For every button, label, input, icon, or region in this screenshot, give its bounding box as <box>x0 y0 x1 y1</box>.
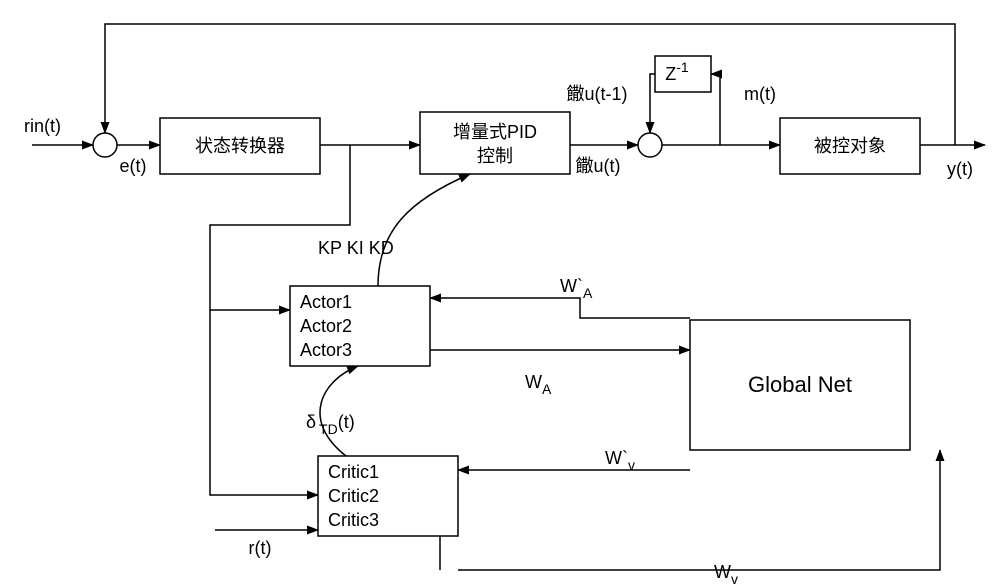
actor-label-2: Actor2 <box>300 316 352 336</box>
sum2-node <box>638 133 662 157</box>
label-m: m(t) <box>744 84 776 104</box>
state-converter-label: 状态转换器 <box>195 136 285 156</box>
label-delta: δTD(t) <box>306 412 355 437</box>
label-wa: WA <box>525 372 552 397</box>
pid-label-2: 控制 <box>477 146 513 166</box>
sum1-node <box>93 133 117 157</box>
actor-label-1: Actor1 <box>300 292 352 312</box>
edge-critic-to-global-wv <box>458 450 940 570</box>
label-y: y(t) <box>947 159 973 179</box>
pid-label-1: 增量式PID <box>453 122 537 142</box>
edge-tap-m-to-zinv <box>711 74 720 145</box>
critic-label-2: Critic2 <box>328 486 379 506</box>
label-r: r(t) <box>249 538 272 558</box>
edges-group <box>32 24 985 570</box>
nodes-group: 状态转换器 增量式PID 控制 Z-1 被控对象 Actor1 Actor2 A… <box>93 56 920 536</box>
actor-label-3: Actor3 <box>300 340 352 360</box>
label-e: e(t) <box>120 156 147 176</box>
critic-label-1: Critic1 <box>328 462 379 482</box>
edge-global-to-actor-wpa <box>430 298 690 318</box>
curve-delta-td <box>320 366 358 456</box>
label-wv: Wv <box>714 562 738 584</box>
label-du: 饊u(t) <box>576 156 621 176</box>
label-rin: rin(t) <box>24 116 61 136</box>
label-kpkikd: KP KI KD <box>318 238 394 258</box>
global-net-label: Global Net <box>748 372 852 397</box>
label-du-tm1: 饊u(t-1) <box>566 84 627 104</box>
plant-label: 被控对象 <box>814 136 886 156</box>
critic-label-3: Critic3 <box>328 510 379 530</box>
curve-kp-ki-kd <box>378 174 470 286</box>
